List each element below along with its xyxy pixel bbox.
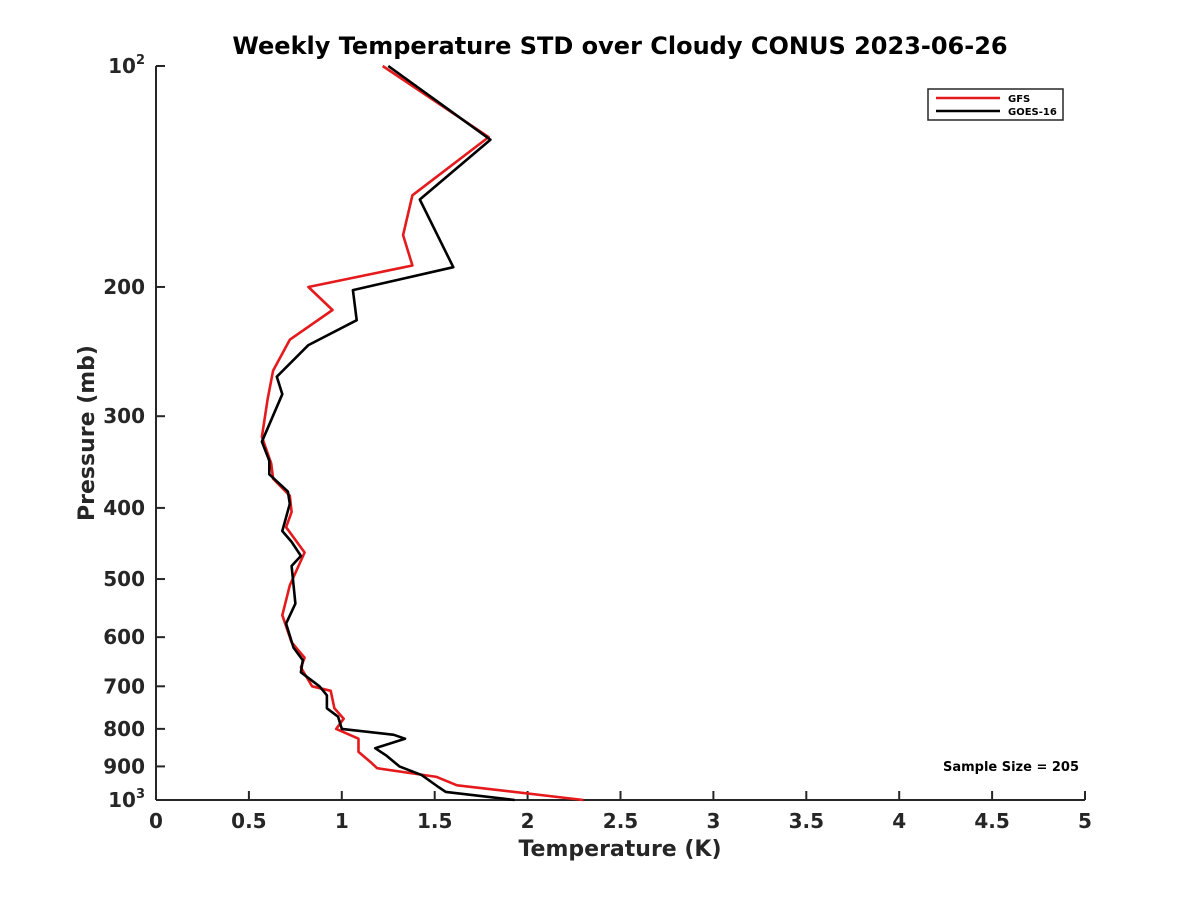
series-line-goes-16: [260, 64, 515, 802]
y-tick-label: 700: [103, 674, 145, 698]
x-tick-label: 2: [521, 809, 535, 833]
y-tick-label: 500: [103, 567, 145, 591]
x-tick-label: 0.5: [231, 809, 266, 833]
x-tick-label: 4.5: [974, 809, 1009, 833]
x-tick-label: 4: [892, 809, 906, 833]
legend-label: GFS: [1008, 94, 1030, 105]
x-tick-label: 5: [1078, 809, 1092, 833]
x-tick-label: 1.5: [417, 809, 452, 833]
y-tick-label: 400: [103, 496, 145, 520]
y-tick-label: 300: [103, 404, 145, 428]
x-tick-label: 0: [149, 809, 163, 833]
y-axis-label: Pressure (mb): [75, 345, 100, 521]
legend: GFS GOES-16: [927, 88, 1064, 121]
y-tick-label: 103: [108, 787, 145, 812]
x-axis-label: Temperature (K): [518, 837, 721, 862]
y-tick-label: 600: [103, 625, 145, 649]
series-layer: [260, 64, 584, 802]
chart-title: Weekly Temperature STD over Cloudy CONUS…: [232, 32, 1007, 60]
y-tick-label: 800: [103, 717, 145, 741]
x-tick-label: 3: [706, 809, 720, 833]
x-tick-label: 1: [335, 809, 349, 833]
series-line-gfs: [260, 64, 584, 802]
y-tick-label: 900: [103, 754, 145, 778]
x-tick-label: 2.5: [603, 809, 638, 833]
y-tick-label: 200: [103, 275, 145, 299]
x-tick-label: 3.5: [789, 809, 824, 833]
legend-label: GOES-16: [1008, 107, 1057, 118]
legend-box: [927, 88, 1064, 121]
plot-area: 0 0.5 1 1.5 2 2.5 3 3.5 4 4.5 5 102 200 300 400 500 600 7…: [103, 53, 1092, 833]
sample-size-annotation: Sample Size = 205: [943, 760, 1079, 775]
y-tick-label: 102: [108, 53, 145, 78]
